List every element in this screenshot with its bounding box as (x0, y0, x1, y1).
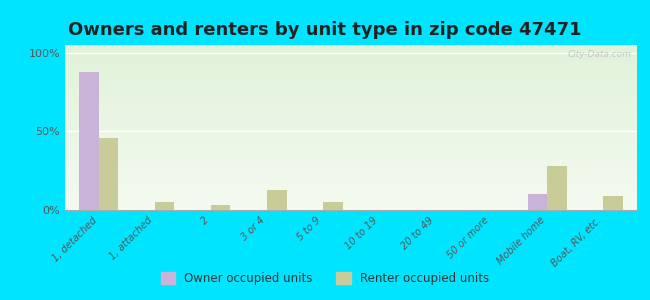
Bar (603, 196, 623, 210)
Text: Owners and renters by unit type in zip code 47471: Owners and renters by unit type in zip c… (68, 21, 582, 39)
Legend: Owner occupied units, Renter occupied units: Owner occupied units, Renter occupied un… (157, 268, 493, 288)
Bar (547, 166, 567, 210)
Bar (211, 205, 231, 210)
Bar (79, 72, 99, 210)
Text: City-Data.com: City-Data.com (567, 50, 631, 59)
Bar (267, 190, 287, 210)
Bar (155, 202, 174, 210)
Bar (323, 202, 343, 210)
Bar (99, 138, 118, 210)
Bar (528, 194, 547, 210)
